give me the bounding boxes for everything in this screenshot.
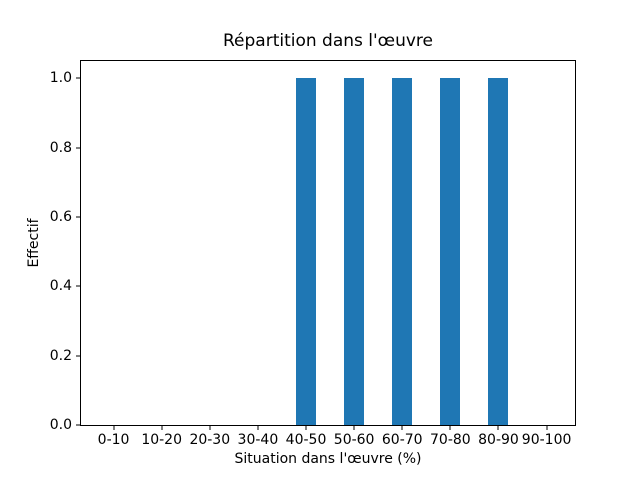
x-tick-label: 0-10 [97,432,130,448]
x-tick-mark [546,426,548,430]
x-tick-mark [161,426,163,430]
x-tick-mark [497,426,499,430]
plot-area: 0-10 10-20 20-30 30-40 40-50 50-60 60-70 70-80 8… [50,60,576,448]
x-tick-mark [113,426,115,430]
x-tick-mark [401,426,403,430]
x-tick-mark [305,426,307,430]
y-tick-mark [76,355,80,357]
x-tick-label: 70-80 [430,432,471,448]
x-tick-mark [449,426,451,430]
x-tick-mark [257,426,259,430]
bar [488,78,509,425]
x-axis-label: Situation dans l'œuvre (%) [234,451,422,467]
y-tick-mark [76,216,80,218]
x-tick-label: 50-60 [333,432,375,448]
bar [344,78,365,425]
x-tick-label: 80-90 [478,432,519,448]
y-tick-mark [76,285,80,287]
y-axis-label: Effectif [26,218,42,268]
y-tick-label: 0.8 [49,139,72,156]
y-tick-label: 0.4 [49,278,72,295]
y-tick-mark [76,147,80,149]
bar [440,78,461,425]
x-tick-mark [353,426,355,430]
x-tick-label: 20-30 [189,432,231,448]
x-tick-label: 60-70 [381,432,423,448]
y-tick-mark [76,77,80,79]
y-tick-label: 0.0 [49,417,72,433]
x-tick-label: 40-50 [285,432,327,448]
x-tick-mark [209,426,211,430]
x-tick-label: 30-40 [237,432,279,448]
x-tick-label: 10-20 [141,432,182,448]
y-tick-mark [76,424,80,426]
bar [296,78,317,425]
x-tick-label: 90-100 [521,432,572,448]
y-tick-label: 0.2 [49,347,72,364]
chart-title: Répartition dans l'œuvre [222,31,433,51]
bar [392,78,413,425]
y-tick-label: 0.6 [49,209,72,225]
y-tick-label: 1.0 [49,70,72,87]
